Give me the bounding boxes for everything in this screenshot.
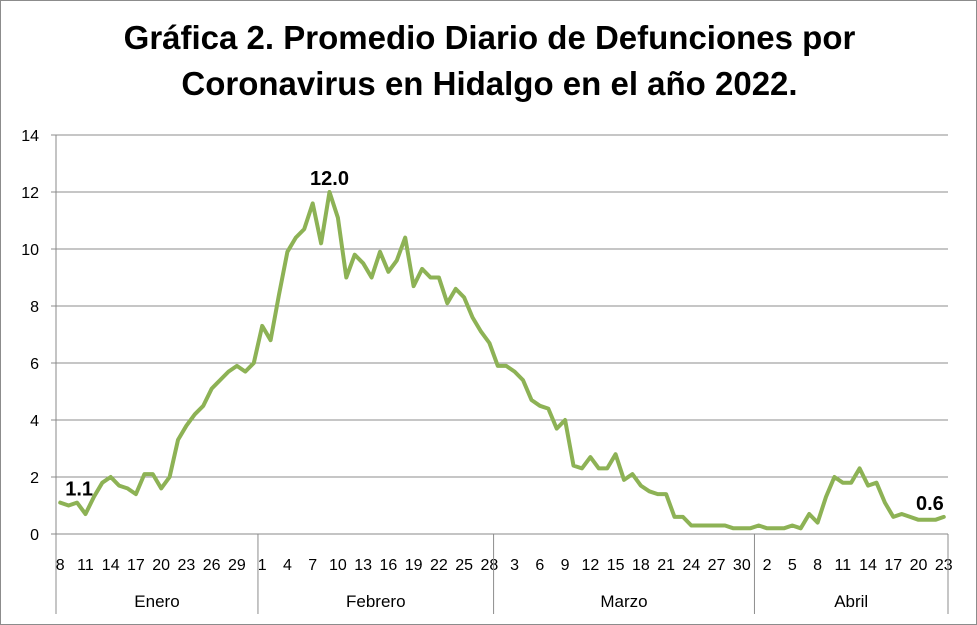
series [58, 190, 946, 531]
x-tick-label: 21 [657, 557, 675, 574]
y-tick-label: 0 [30, 527, 39, 544]
chart-title-line-1: Gráfica 2. Promedio Diario de Defuncione… [123, 19, 856, 56]
x-tick-label: 20 [152, 557, 170, 574]
series-line [58, 190, 946, 531]
x-tick-label: 23 [935, 557, 953, 574]
x-tick-label: 13 [354, 557, 372, 574]
month-label: Enero [134, 592, 179, 611]
x-tick-label: 12 [581, 557, 599, 574]
x-tick-label: 30 [733, 557, 751, 574]
data-label: 12.0 [310, 168, 349, 190]
x-tick-label: 17 [884, 557, 902, 574]
y-tick-label: 8 [30, 299, 39, 316]
x-tick-label: 11 [77, 557, 94, 574]
x-tick-label: 16 [379, 557, 397, 574]
y-tick-label: 6 [30, 356, 39, 373]
x-tick-label: 27 [708, 557, 726, 574]
x-tick-label: 18 [632, 557, 650, 574]
x-tick-label: 22 [430, 557, 448, 574]
data-label: 0.6 [916, 493, 944, 515]
x-tick-label: 1 [258, 557, 267, 574]
x-tick-label: 10 [329, 557, 347, 574]
data-label: 1.1 [65, 479, 93, 501]
y-tick-label: 10 [21, 242, 39, 259]
x-tick-label: 29 [228, 557, 246, 574]
gridlines [51, 134, 948, 535]
x-tick-label: 15 [607, 557, 625, 574]
month-label: Abril [834, 592, 868, 611]
x-tick-label: 26 [203, 557, 221, 574]
x-tick-label: 8 [56, 557, 65, 574]
x-tick-label: 24 [682, 557, 700, 574]
x-tick-label: 11 [835, 557, 852, 574]
y-tick-label: 2 [30, 470, 39, 487]
y-tick-label: 4 [30, 413, 39, 430]
x-tick-label: 14 [102, 557, 120, 574]
month-label: Marzo [600, 592, 647, 611]
x-tick-label: 2 [763, 557, 772, 574]
x-tick-label: 7 [308, 557, 317, 574]
x-tick-label: 23 [178, 557, 196, 574]
chart-title-line-2: Coronavirus en Hidalgo en el año 2022. [181, 65, 798, 102]
x-tick-label: 6 [535, 557, 544, 574]
x-tick-label: 19 [405, 557, 423, 574]
x-tick-label: 8 [813, 557, 822, 574]
x-tick-label: 28 [480, 557, 498, 574]
x-tick-label: 20 [910, 557, 928, 574]
x-tick-label: 14 [859, 557, 877, 574]
x-tick-label: 9 [561, 557, 570, 574]
y-tick-label: 12 [21, 185, 39, 202]
y-tick-label: 14 [21, 128, 39, 145]
data-labels: 1.1 12.0 0.6 [65, 168, 944, 515]
x-tick-label: 3 [510, 557, 519, 574]
x-tick-label: 5 [788, 557, 797, 574]
x-tick-label: 25 [455, 557, 473, 574]
x-tick-label: 4 [283, 557, 292, 574]
month-label: Febrero [346, 592, 406, 611]
chart-title: Gráfica 2. Promedio Diario de Defuncione… [1, 15, 976, 107]
x-tick-label: 17 [127, 557, 145, 574]
